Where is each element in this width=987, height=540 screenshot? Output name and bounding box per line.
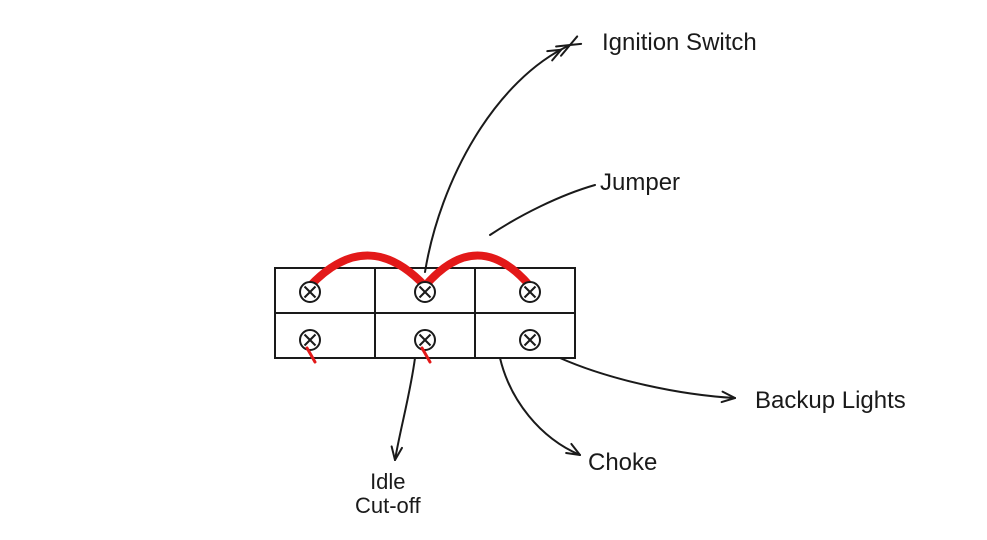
red-ticks [307, 348, 430, 362]
label-idle-cutoff: IdleCut-off [355, 470, 421, 518]
terminal-bot-right [520, 330, 540, 350]
terminal-bot-mid [415, 330, 435, 350]
jumper-wires [310, 256, 530, 287]
terminal-top-mid [415, 282, 435, 302]
terminal-top-right [520, 282, 540, 302]
label-ignition-switch: Ignition Switch [602, 30, 757, 56]
diagram-canvas: Ignition Switch Jumper Backup Lights Cho… [0, 0, 987, 540]
terminal-top-left [300, 282, 320, 302]
terminal-bot-left [300, 330, 320, 350]
terminals [300, 282, 540, 350]
diagram-svg [0, 0, 987, 540]
leader-lines [392, 36, 735, 460]
label-jumper: Jumper [600, 170, 680, 196]
label-choke: Choke [588, 450, 657, 476]
label-backup-lights: Backup Lights [755, 388, 906, 414]
